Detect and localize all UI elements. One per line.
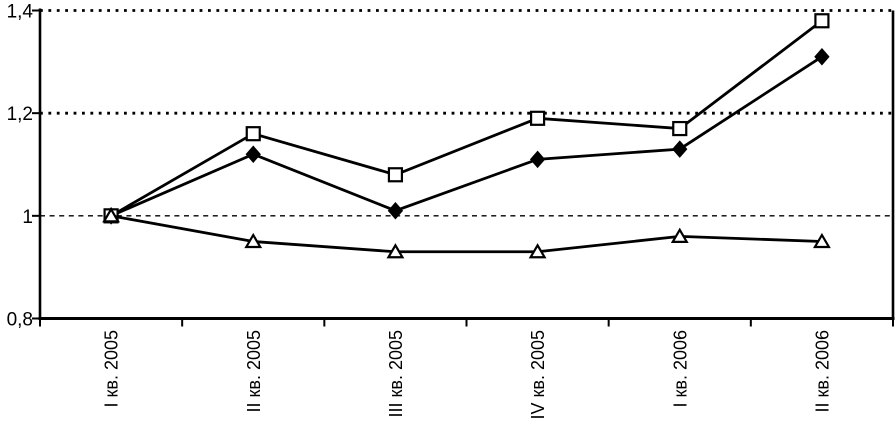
square-series-marker	[387, 167, 404, 183]
square-series-marker	[529, 110, 546, 126]
triangle-series-marker	[813, 232, 831, 249]
diamond-series-marker	[529, 150, 546, 169]
square-series-marker	[814, 13, 830, 29]
x-tick-label: III кв. 2005	[386, 330, 406, 418]
x-tick-label: I кв. 2005	[102, 330, 122, 407]
triangle-series-marker	[528, 243, 547, 259]
diamond-series-line	[110, 55, 823, 218]
triangle-series-marker	[244, 232, 263, 249]
triangle-series-marker	[102, 207, 120, 223]
square-series-marker	[672, 120, 688, 137]
triangle-series-line	[110, 214, 822, 254]
y-tick-label: 0,8	[7, 310, 33, 331]
x-tick-label: IV кв. 2005	[528, 330, 548, 420]
diamond-series-marker	[814, 47, 830, 66]
diamond-series-marker	[245, 145, 261, 163]
y-tick-label: 1	[22, 207, 33, 228]
diamond-series-marker	[387, 201, 404, 220]
x-tick-label: II кв. 2005	[244, 330, 264, 413]
triangle-series-marker	[386, 243, 405, 259]
square-series-marker	[245, 126, 261, 142]
x-tick-label: I кв. 2006	[670, 330, 690, 407]
y-tick-label: 1,2	[7, 104, 33, 125]
square-series-line	[110, 19, 823, 218]
triangle-series-marker	[670, 227, 689, 243]
y-tick-label: 1,4	[7, 2, 34, 23]
x-tick-label: II кв. 2006	[812, 330, 832, 413]
diamond-series-marker	[672, 140, 688, 158]
